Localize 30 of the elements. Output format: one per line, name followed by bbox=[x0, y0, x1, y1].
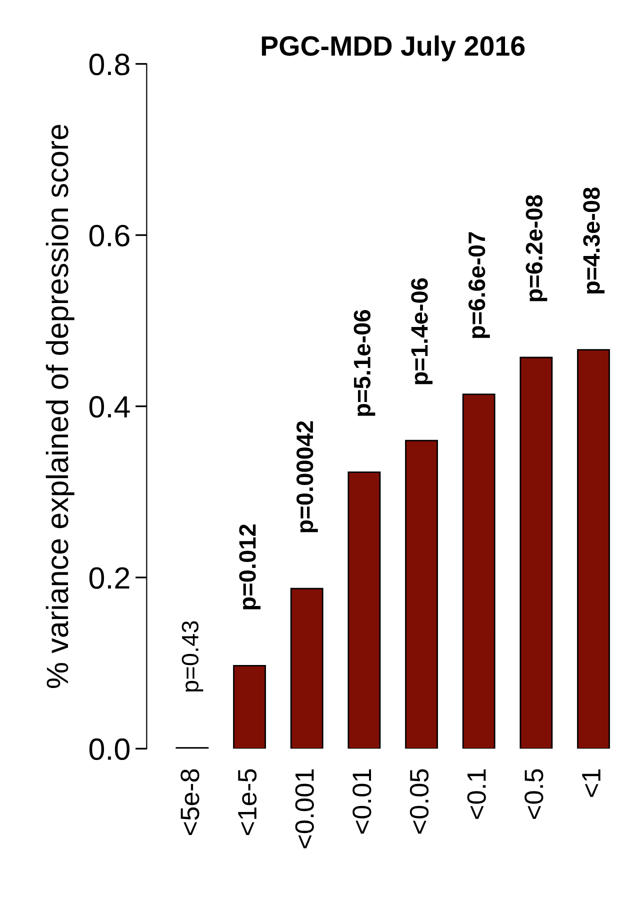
x-tick-label: <0.001 bbox=[295, 769, 314, 848]
y-tick-label: 0.2 bbox=[89, 567, 130, 589]
annotation: p=6.2e-08 bbox=[526, 195, 548, 302]
bar bbox=[348, 471, 381, 749]
chart-title: PGC-MDD July 2016 bbox=[262, 35, 525, 62]
bar bbox=[405, 440, 438, 749]
annotation: p=1.4e-06 bbox=[411, 278, 433, 384]
y-tick-label: 0.8 bbox=[89, 54, 130, 76]
x-tick-label: <0.01 bbox=[352, 769, 372, 834]
bar bbox=[290, 588, 324, 749]
bar bbox=[577, 349, 610, 749]
x-tick-label: <0.05 bbox=[410, 769, 429, 834]
annotation: p=6.6e-07 bbox=[468, 232, 490, 338]
bar bbox=[462, 394, 496, 749]
y-axis-title: % variance explained of depression score bbox=[46, 124, 74, 688]
x-tick-label: <0.5 bbox=[524, 769, 544, 819]
x-tick-label: <5e-8 bbox=[180, 769, 200, 836]
annotation: p=5.1e-06 bbox=[354, 310, 376, 416]
y-tick-label: 0.6 bbox=[89, 224, 130, 246]
y-tick-label: 0.4 bbox=[89, 396, 130, 418]
annotation: p=0.43 bbox=[182, 621, 204, 692]
bar bbox=[520, 356, 553, 749]
annotation: p=0.012 bbox=[239, 524, 261, 610]
bar bbox=[233, 664, 266, 749]
x-tick-label: <1 bbox=[582, 769, 600, 797]
y-tick-label: 0.0 bbox=[89, 738, 130, 760]
annotation: p=4.3e-08 bbox=[583, 187, 605, 294]
x-tick-label: <0.1 bbox=[467, 769, 486, 819]
annotation: p=0.00042 bbox=[296, 421, 318, 532]
x-tick-label: <1e-5 bbox=[238, 769, 257, 836]
